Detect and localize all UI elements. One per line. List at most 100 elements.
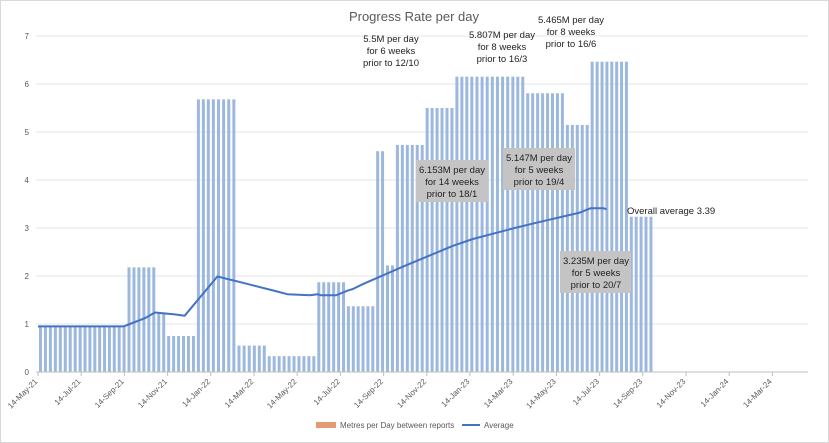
- average-series: [38, 207, 607, 328]
- bar: [376, 151, 380, 372]
- average-line: [38, 207, 607, 328]
- bar: [103, 326, 107, 372]
- bar: [430, 108, 434, 372]
- y-tick-label: 7: [25, 32, 30, 41]
- bar: [590, 61, 594, 373]
- bar: [371, 306, 375, 372]
- chart-title: Progress Rate per day: [349, 9, 480, 24]
- bar: [53, 326, 57, 372]
- bar: [570, 124, 574, 372]
- bar: [624, 61, 628, 373]
- bar: [63, 326, 67, 372]
- bar: [425, 108, 429, 372]
- annotation-line: prior to 16/6: [546, 39, 597, 50]
- bar: [585, 124, 589, 372]
- bar: [450, 108, 454, 372]
- bar: [501, 76, 505, 372]
- legend-swatch-bars: [316, 422, 336, 428]
- bar: [312, 356, 316, 372]
- bar: [595, 61, 599, 373]
- bar: [521, 76, 525, 372]
- bar: [147, 267, 151, 372]
- bar: [98, 326, 102, 372]
- bar: [332, 282, 336, 372]
- bar: [302, 356, 306, 372]
- bar: [639, 216, 643, 372]
- bar: [297, 356, 301, 372]
- bar: [470, 76, 474, 372]
- bar: [511, 76, 515, 372]
- bar: [410, 144, 414, 372]
- bar: [600, 61, 604, 373]
- bar: [167, 336, 171, 372]
- bar: [516, 76, 520, 372]
- annotation-box: [416, 160, 488, 202]
- bar: [78, 326, 82, 372]
- bar: [201, 99, 205, 373]
- annotation-line: for 5 weeks: [515, 165, 564, 176]
- bar: [610, 61, 614, 373]
- bar: [73, 326, 77, 372]
- bar: [346, 306, 350, 372]
- bar: [342, 282, 346, 372]
- bar: [395, 144, 399, 372]
- annotation-line: prior to 19/4: [514, 177, 565, 188]
- bar: [415, 144, 419, 372]
- bar: [216, 99, 220, 373]
- bar: [227, 99, 231, 373]
- y-tick-labels: 0 1 2 3 4 5 6 7: [25, 32, 30, 377]
- bar: [465, 76, 469, 372]
- annotation-line: for 14 weeks: [425, 177, 479, 188]
- annotation-line: 6.153M per day: [419, 165, 485, 176]
- bar: [490, 76, 494, 372]
- bar: [605, 61, 609, 373]
- annotation-line: 5.465M per day: [538, 15, 604, 26]
- bar: [237, 345, 241, 372]
- bar: [337, 282, 341, 372]
- bar: [142, 267, 146, 372]
- bar: [307, 356, 311, 372]
- bar: [366, 306, 370, 372]
- bar: [555, 93, 559, 372]
- bar: [38, 326, 42, 372]
- annotation-line: 5.147M per day: [506, 153, 572, 164]
- bar: [152, 267, 156, 372]
- bar: [580, 124, 584, 372]
- bar: [565, 124, 569, 372]
- y-tick-label: 4: [25, 176, 30, 185]
- y-tick-label: 6: [25, 80, 30, 89]
- bar: [644, 216, 648, 372]
- bar: [157, 313, 161, 372]
- bar: [287, 356, 291, 372]
- bar: [361, 306, 365, 372]
- bar: [267, 356, 271, 372]
- annotation-line: for 8 weeks: [547, 27, 596, 38]
- y-tick-label: 0: [25, 368, 30, 377]
- bar: [435, 108, 439, 372]
- legend-label-average: Average: [484, 421, 514, 430]
- annotation-a7: Overall average 3.39: [627, 206, 715, 217]
- bar: [390, 265, 394, 372]
- bar: [107, 326, 111, 372]
- bar: [211, 99, 215, 373]
- bar: [560, 93, 564, 372]
- bar: [182, 336, 186, 372]
- bar-series: [38, 61, 653, 373]
- annotation-line: 3.235M per day: [563, 256, 629, 267]
- bar: [475, 76, 479, 372]
- bar: [629, 216, 633, 372]
- bar: [282, 356, 286, 372]
- bar: [206, 99, 210, 373]
- bar: [88, 326, 92, 372]
- bar: [620, 61, 624, 373]
- bar: [112, 326, 116, 372]
- bar: [247, 345, 251, 372]
- bar: [400, 144, 404, 372]
